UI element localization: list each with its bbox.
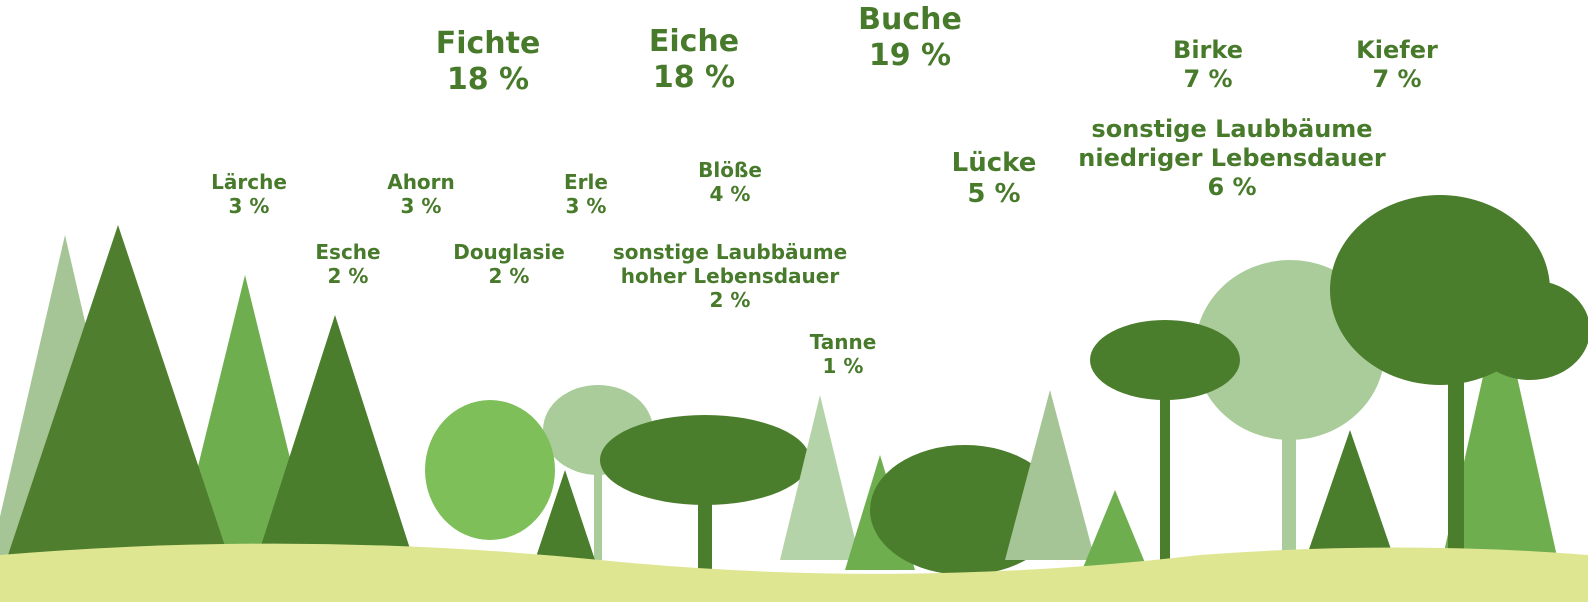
tree-share: 2 % xyxy=(613,288,847,312)
tree-name: Birke xyxy=(1173,36,1243,65)
tree-share: 3 % xyxy=(387,194,455,218)
tree-name: Kiefer xyxy=(1356,36,1438,65)
tree-share: 18 % xyxy=(436,62,541,98)
tree-share: 3 % xyxy=(211,194,287,218)
tree-name: niedriger Lebensdauer xyxy=(1078,144,1385,173)
tree-share: 19 % xyxy=(858,38,962,74)
tree-name: Lärche xyxy=(211,170,287,194)
tree-share: 7 % xyxy=(1356,65,1438,94)
tree-share: 5 % xyxy=(952,179,1037,210)
tree-share: 6 % xyxy=(1078,173,1385,202)
tree-name: sonstige Laubbäume xyxy=(1078,115,1385,144)
tree-name: Esche xyxy=(315,240,380,264)
page: Fichte18 %Eiche18 %Buche19 %Birke7 %Kief… xyxy=(0,0,1588,602)
tree-share: 3 % xyxy=(564,194,608,218)
tree-name: Tanne xyxy=(810,330,877,354)
tree-name: Eiche xyxy=(649,24,739,60)
tree-share: 2 % xyxy=(453,264,565,288)
tree-share: 2 % xyxy=(315,264,380,288)
tree-name: Erle xyxy=(564,170,608,194)
tree-share: 4 % xyxy=(698,182,762,206)
tree-name: Ahorn xyxy=(387,170,455,194)
tree-share: 1 % xyxy=(810,354,877,378)
tree-share: 18 % xyxy=(649,60,739,96)
tree-name: Douglasie xyxy=(453,240,565,264)
tree-name: sonstige Laubbäume xyxy=(613,240,847,264)
tree-share: 7 % xyxy=(1173,65,1243,94)
tree-name: Buche xyxy=(858,2,962,38)
tree-name: hoher Lebensdauer xyxy=(613,264,847,288)
tree-name: Blöße xyxy=(698,158,762,182)
tree-name: Lücke xyxy=(952,148,1037,179)
tree-name: Fichte xyxy=(436,26,541,62)
